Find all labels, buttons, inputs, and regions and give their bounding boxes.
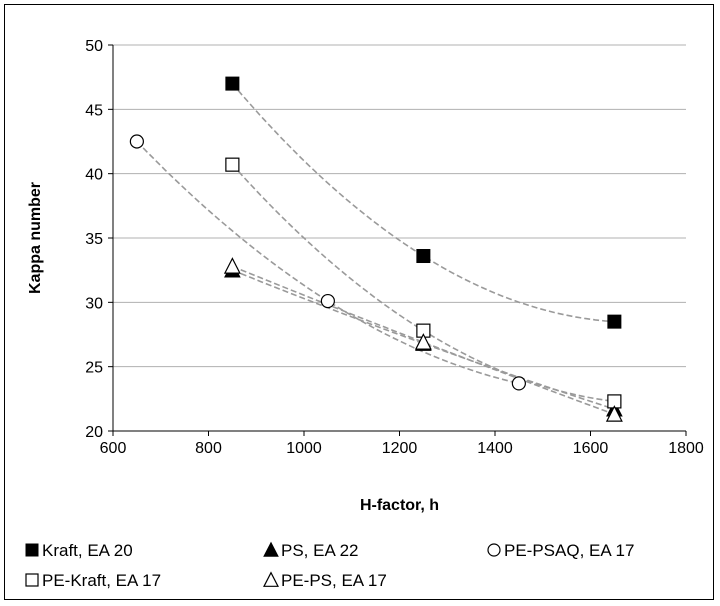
y-axis-title: Kappa number	[27, 182, 44, 294]
y-tick-label-20: 20	[85, 424, 103, 441]
x-tick-label-1800: 1800	[668, 440, 704, 457]
legend-label-2-2: PE-PS, EA 17	[281, 571, 387, 590]
trendline-series-4	[231, 164, 615, 403]
legend-marker-1-3	[487, 543, 501, 557]
trendline-series-3	[136, 140, 520, 385]
data-point-series-4-1	[225, 157, 240, 172]
data-point-series-1-3	[607, 314, 622, 329]
legend-label-1-3: PE-PSAQ, EA 17	[504, 541, 634, 560]
axes	[108, 44, 687, 436]
legend-label-2-1: PE-Kraft, EA 17	[42, 571, 161, 590]
trendline-series-2	[232, 269, 615, 410]
y-tick-label-50: 50	[85, 38, 103, 55]
legend-label-1-1: Kraft, EA 20	[42, 541, 133, 560]
x-tick-label-1400: 1400	[477, 440, 513, 457]
x-tick-label-800: 800	[195, 440, 222, 457]
legend-marker-2-2	[263, 571, 279, 587]
x-tick-label-1200: 1200	[382, 440, 418, 457]
x-axis-title: H-factor, h	[360, 497, 439, 514]
y-tick-label-30: 30	[85, 295, 103, 312]
y-tick-label-45: 45	[85, 102, 103, 119]
x-tick-label-1000: 1000	[286, 440, 322, 457]
legend: Kraft, EA 20 PS, EA 22 PE-PSAQ, EA 17 PE-Kr…	[25, 541, 634, 590]
gridlines	[113, 44, 686, 368]
data-point-series-1-2	[416, 249, 431, 264]
data-point-series-1-1	[225, 76, 240, 91]
x-tick-label-1600: 1600	[573, 440, 609, 457]
legend-marker-2-1	[25, 573, 39, 587]
trendline-series-5	[232, 265, 615, 416]
data-point-series-5-1	[223, 257, 241, 274]
data-point-series-3-2	[320, 293, 335, 309]
tick-labels: 600 800 1000 1200 1400 1600 1800 20 25 30 35 40 45 50	[85, 38, 704, 457]
y-tick-label-40: 40	[85, 167, 103, 184]
y-tick-label-25: 25	[85, 360, 103, 377]
x-tick-label-600: 600	[100, 440, 127, 457]
data-point-series-3-3	[511, 376, 526, 391]
data-point-series-5-2	[414, 333, 432, 350]
trendlines	[136, 83, 615, 416]
legend-marker-1-1	[25, 543, 39, 557]
y-tick-label-35: 35	[85, 231, 103, 248]
data-point-series-3-1	[129, 134, 144, 149]
data-point-series-5-3	[605, 405, 623, 422]
legend-marker-1-2	[263, 541, 279, 557]
legend-label-1-2: PS, EA 22	[281, 541, 359, 560]
trendline-series-1	[231, 83, 615, 323]
data-points	[129, 76, 623, 422]
